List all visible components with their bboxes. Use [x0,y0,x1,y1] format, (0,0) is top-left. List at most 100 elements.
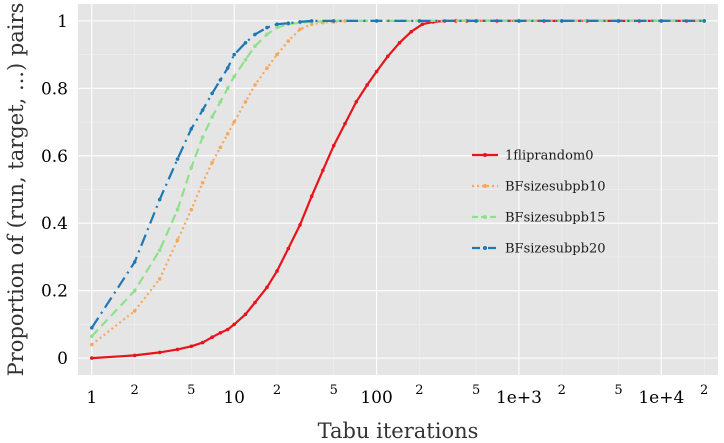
data-point [309,19,314,23]
x-minor-tick-label: 2 [558,383,566,398]
data-point [397,41,402,45]
data-point [275,22,279,27]
x-minor-tick-label: 5 [472,383,480,398]
data-point [474,19,478,23]
legend-label: BFsizesubpb20 [505,242,606,257]
data-point [243,100,248,104]
data-point [189,207,194,212]
data-point [374,69,379,74]
data-point [253,300,257,305]
data-point [90,342,94,347]
data-point [321,168,325,173]
data-point [232,120,236,124]
data-point [374,19,379,23]
data-point [298,20,302,24]
data-point [253,44,257,48]
data-point [386,54,390,59]
legend-marker [483,246,487,250]
y-tick-label: 0.2 [41,282,68,302]
x-minor-tick-label: 5 [187,383,195,398]
data-point [200,340,205,345]
data-point [265,66,269,70]
series-line [90,19,705,329]
data-point [275,25,279,30]
data-point [132,353,137,358]
data-point [218,100,223,104]
data-point [157,350,162,355]
data-point [175,207,180,212]
series-line [90,19,705,337]
x-tick-label: 1e+4 [638,388,684,408]
y-tick-label: 0 [57,349,68,369]
data-point [218,145,223,150]
y-axis-title: Proportion of (run, target, ...) pairs [4,3,28,377]
x-axis-ticks: 1 10 100 1e+3 1e+4 2 5 2 5 2 5 2 5 2 [86,383,708,408]
data-point [157,197,162,202]
data-point [200,135,205,139]
x-tick-label: 1e+3 [496,388,542,408]
data-point [175,157,180,161]
x-tick-label: 10 [223,388,245,408]
x-minor-tick-label: 2 [700,383,708,398]
data-point [560,19,564,23]
data-point [354,100,359,104]
data-point [225,66,230,70]
data-point [517,19,521,23]
data-point [659,19,664,23]
data-point [157,277,162,281]
data-point [702,19,706,23]
data-point [189,344,194,349]
y-tick-label: 0.6 [41,147,68,167]
data-point [225,86,230,91]
data-point [132,288,137,293]
data-point [298,27,302,32]
x-tick-label: 1 [86,388,97,408]
series-BFsizesubpb20 [90,19,706,330]
data-point [253,32,257,37]
y-tick-label: 0.4 [41,214,68,234]
data-point [132,260,137,264]
data-point [243,312,248,317]
data-point [232,52,236,57]
data-point [331,19,336,23]
data-point [275,269,279,273]
data-point [286,21,291,26]
legend-item: BFsizesubpb20 [472,242,606,257]
legend: 1fliprandom0 BFsizesubpb10 BFsizesubpb15 BF… [472,149,606,257]
data-point [265,32,269,37]
data-point [218,78,223,82]
data-point [286,246,291,251]
data-point [417,19,422,23]
x-minor-tick-label: 5 [614,383,622,398]
data-point [275,52,279,57]
data-point [343,121,347,126]
data-point [210,91,214,96]
data-point [90,334,94,339]
data-point [175,347,180,352]
data-point [210,335,214,340]
data-point [90,356,94,360]
data-point [309,194,314,198]
data-point [232,322,236,327]
legend-label: BFsizesubpb15 [505,211,606,226]
data-point [409,29,414,34]
data-point [200,108,205,112]
data-point [218,331,223,335]
data-point [200,181,205,185]
data-point [189,127,194,131]
y-tick-label: 1 [57,12,68,32]
data-point [265,285,269,290]
x-axis-title: Tabu iterations [318,419,479,443]
y-tick-label: 0.8 [41,79,68,99]
data-point [243,41,248,45]
x-minor-tick-label: 5 [330,383,338,398]
data-point [225,132,230,136]
legend-marker [483,215,487,219]
y-axis-ticks: 0 0.2 0.4 0.6 0.8 1 [41,12,68,369]
data-point [189,165,194,170]
data-point [265,25,269,30]
legend-label: BFsizesubpb10 [505,180,606,195]
data-point [286,39,291,43]
legend-item: BFsizesubpb10 [472,180,606,195]
